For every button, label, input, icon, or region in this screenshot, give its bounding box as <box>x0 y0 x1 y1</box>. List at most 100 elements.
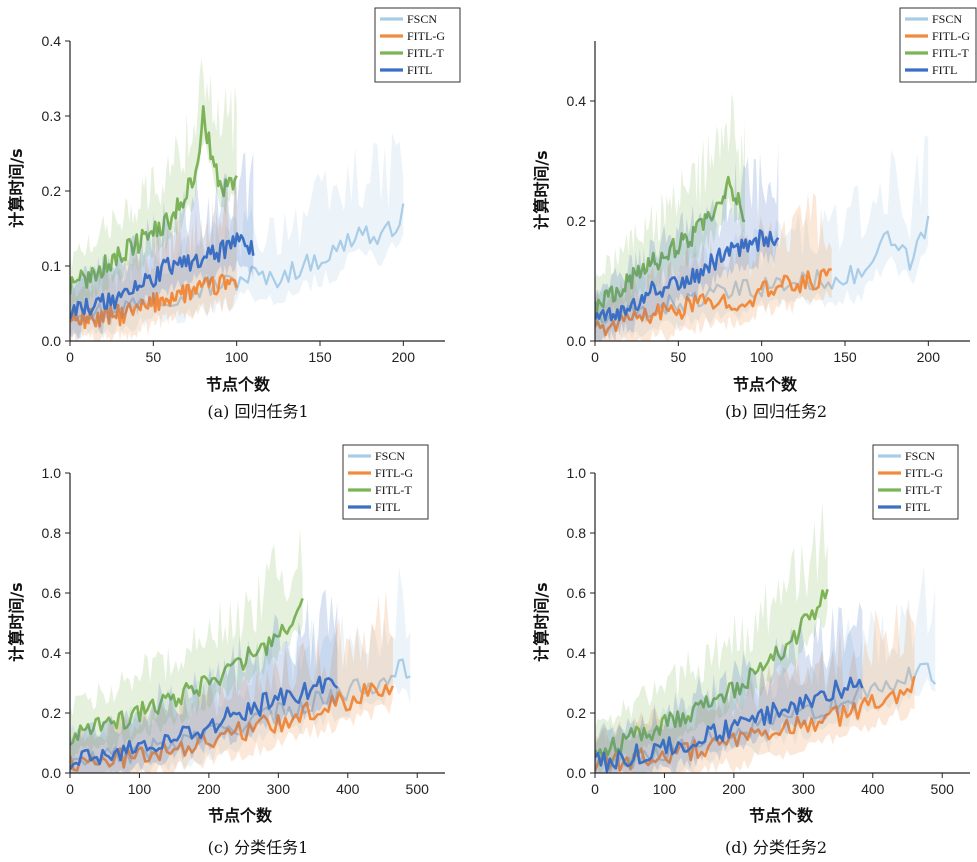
chart-panel-2: 0 50 100 150 200 0.0 0.2 0.4 节点个数 计算时间/s (b) 回归任务2… <box>532 7 977 421</box>
y-tick-label: 0.0 <box>567 333 587 349</box>
x-tick-label: 300 <box>792 781 816 797</box>
x-tick-label: 150 <box>833 349 857 365</box>
series-line-fitl-t <box>595 588 829 760</box>
legend-label: FITL <box>407 63 432 77</box>
x-tick-label: 500 <box>931 781 955 797</box>
chart-panel-4: 0 100 200 300 400 500 0.0 0.2 0.4 0.6 0.8 1.0 节点个数 计算… <box>532 444 970 857</box>
x-tick-label: 300 <box>267 781 291 797</box>
panel-caption: (d) 分类任务2 <box>725 838 827 857</box>
legend-label: FITL-T <box>407 46 444 60</box>
plot-area <box>595 501 937 773</box>
series-line-fitl-g <box>595 268 832 337</box>
band-fitl-g <box>70 589 393 773</box>
band-fitl-g <box>595 602 915 773</box>
x-axis-label: 节点个数 <box>749 806 814 825</box>
x-tick-label: 0 <box>591 349 599 365</box>
x-axis-label: 节点个数 <box>733 375 798 394</box>
x-tick-label: 100 <box>128 781 152 797</box>
legend: FSCN FITL-G FITL-T FITL <box>342 444 429 520</box>
legend-label: FITL-T <box>375 483 412 497</box>
plot-area <box>70 527 411 773</box>
series-line-fitl <box>595 229 780 322</box>
series-line-fitl-g <box>70 273 238 330</box>
plot-area <box>595 93 930 341</box>
y-tick-label: 0.0 <box>567 765 587 781</box>
y-tick-label: 0.8 <box>567 525 587 541</box>
y-tick-label: 0.8 <box>42 525 62 541</box>
y-tick-label: 0.6 <box>567 585 587 601</box>
x-tick-label: 100 <box>653 781 677 797</box>
chart-panel-3: 0 100 200 300 400 500 0.0 0.2 0.4 0.6 0.8 1.0 节点个数 计算… <box>7 444 445 857</box>
band-fscn <box>70 566 411 773</box>
y-tick-label: 0.4 <box>42 645 62 661</box>
legend-label: FITL-T <box>932 46 969 60</box>
x-tick-label: 200 <box>917 349 941 365</box>
y-axis-label: 计算时间/s <box>7 582 26 661</box>
x-tick-label: 500 <box>406 781 430 797</box>
series-line-fitl <box>70 675 339 771</box>
y-tick-label: 0.3 <box>42 108 62 124</box>
band-fitl-g <box>595 192 832 341</box>
series-line-fitl-t <box>70 105 238 296</box>
band-fitl <box>70 152 254 339</box>
legend: FSCN FITL-G FITL-T FITL <box>872 444 959 520</box>
band-fitl-t <box>595 501 828 773</box>
band-fitl <box>595 602 863 773</box>
series-line-fscn <box>70 203 405 322</box>
legend: FSCN FITL-G FITL-T FITL <box>899 7 977 83</box>
legend-label: FITL-G <box>375 466 413 480</box>
series-line-fscn <box>595 215 930 328</box>
x-tick-label: 400 <box>336 781 360 797</box>
x-tick-label: 200 <box>722 781 746 797</box>
x-tick-label: 200 <box>197 781 221 797</box>
panel-caption: (a) 回归任务1 <box>207 402 308 421</box>
legend-label: FITL <box>932 63 957 77</box>
x-tick-label: 100 <box>225 349 249 365</box>
y-axis-label: 计算时间/s <box>532 150 551 229</box>
series-line-fitl-g <box>595 676 916 772</box>
legend-label: FITL <box>375 500 400 514</box>
legend-label: FITL <box>905 500 930 514</box>
legend-label: FSCN <box>407 12 437 26</box>
y-tick-label: 0.2 <box>567 705 587 721</box>
panel-caption: (c) 分类任务1 <box>208 838 309 857</box>
y-tick-label: 0.2 <box>42 183 62 199</box>
x-tick-label: 0 <box>66 781 74 797</box>
y-tick-label: 1.0 <box>567 465 587 481</box>
x-tick-label: 100 <box>750 349 774 365</box>
x-tick-label: 200 <box>392 349 416 365</box>
series-line-fitl-t <box>70 597 304 746</box>
plot-area <box>70 58 405 341</box>
y-tick-label: 0.6 <box>42 585 62 601</box>
band-fitl-t <box>70 527 303 764</box>
y-axis-label: 计算时间/s <box>7 148 26 227</box>
x-axis-label: 节点个数 <box>206 375 271 394</box>
legend: FSCN FITL-G FITL-T FITL <box>374 7 461 83</box>
x-tick-label: 50 <box>146 349 162 365</box>
y-tick-label: 0.2 <box>42 705 62 721</box>
legend-label: FITL-T <box>905 483 942 497</box>
band-fitl-t <box>70 58 237 318</box>
y-tick-label: 0.0 <box>42 333 62 349</box>
y-tick-label: 0.0 <box>42 765 62 781</box>
y-axis-label: 计算时间/s <box>532 582 551 661</box>
band-fitl <box>595 143 779 341</box>
x-tick-label: 150 <box>308 349 332 365</box>
series-line-fitl <box>70 232 255 320</box>
panel-caption: (b) 回归任务2 <box>725 402 827 421</box>
legend-label: FITL-G <box>905 466 943 480</box>
chart-panel-1: 0 50 100 150 200 0.0 0.1 0.2 0.3 0.4 节点个数 计算时间/s (a)… <box>7 7 461 421</box>
x-tick-label: 0 <box>591 781 599 797</box>
y-tick-label: 1.0 <box>42 465 62 481</box>
x-tick-label: 0 <box>66 349 74 365</box>
legend-label: FITL-G <box>932 29 970 43</box>
series-line-fitl-t <box>595 175 746 314</box>
x-tick-label: 50 <box>671 349 687 365</box>
y-tick-label: 0.4 <box>42 33 62 49</box>
y-tick-label: 0.2 <box>567 213 587 229</box>
series-line-fitl <box>595 676 864 773</box>
series-line-fitl-g <box>70 682 395 772</box>
x-axis-label: 节点个数 <box>208 806 273 825</box>
legend-label: FSCN <box>905 449 935 463</box>
